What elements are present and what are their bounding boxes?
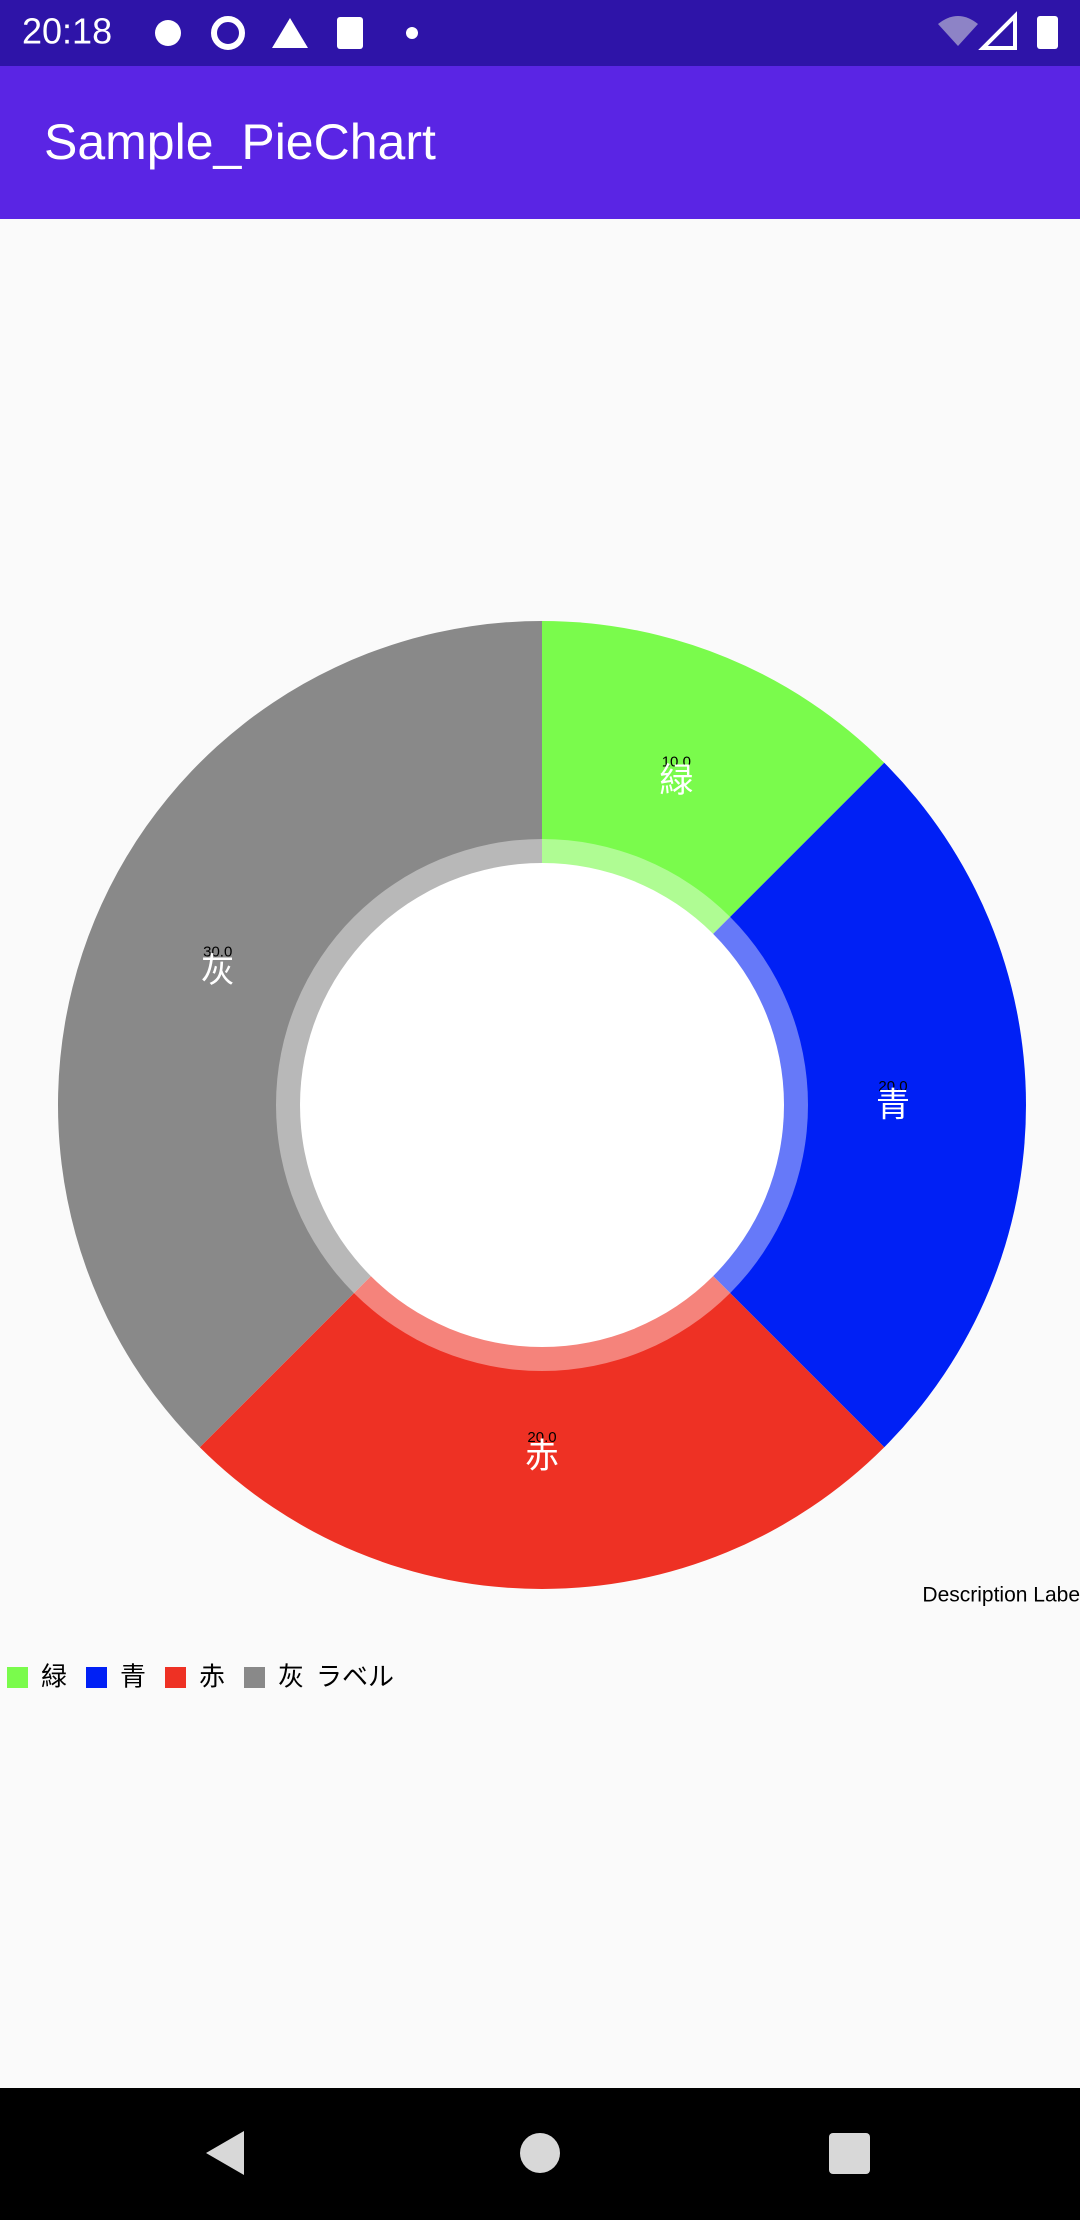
- wifi-icon: [938, 16, 978, 46]
- legend-swatch: [244, 1667, 265, 1688]
- battery-icon: [1037, 16, 1058, 49]
- legend-label: 赤: [199, 1663, 225, 1693]
- dot-icon: [406, 27, 418, 39]
- legend-swatch: [7, 1667, 28, 1688]
- recents-button[interactable]: [829, 2133, 870, 2174]
- slice-label: 赤: [525, 1437, 559, 1477]
- value-label: 20.0: [878, 1078, 907, 1095]
- slice-label: 緑: [659, 761, 693, 801]
- legend-label: 灰: [278, 1663, 304, 1693]
- legend-series-label: ラベル: [316, 1663, 394, 1693]
- slice-label: 灰: [201, 951, 235, 991]
- status-icons: [155, 11, 1058, 50]
- app-title: Sample_PieChart: [44, 114, 436, 170]
- legend-swatch: [165, 1667, 186, 1688]
- g-icon: [211, 16, 245, 50]
- legend-label: 青: [120, 1663, 146, 1693]
- home-button[interactable]: [520, 2133, 560, 2173]
- value-label: 20.0: [527, 1429, 556, 1446]
- settings-icon: [155, 20, 181, 46]
- value-label: 10.0: [662, 754, 691, 771]
- pie-slice: [58, 621, 543, 1448]
- back-button[interactable]: [206, 2131, 244, 2175]
- status-time: 20:18: [22, 11, 112, 52]
- legend: 緑 青 赤 灰ラベル: [7, 1663, 394, 1693]
- signal-icon: [978, 11, 1017, 50]
- hole: [300, 863, 784, 1347]
- sd-icon: [337, 17, 363, 49]
- legend-swatch: [86, 1667, 107, 1688]
- app-bar: [0, 66, 1080, 219]
- value-label: 30.0: [203, 944, 232, 961]
- slice-label: 青: [876, 1086, 910, 1126]
- warning-icon: [272, 18, 308, 48]
- description: Description Labe: [922, 1584, 1080, 1607]
- legend-label: 緑: [41, 1663, 67, 1693]
